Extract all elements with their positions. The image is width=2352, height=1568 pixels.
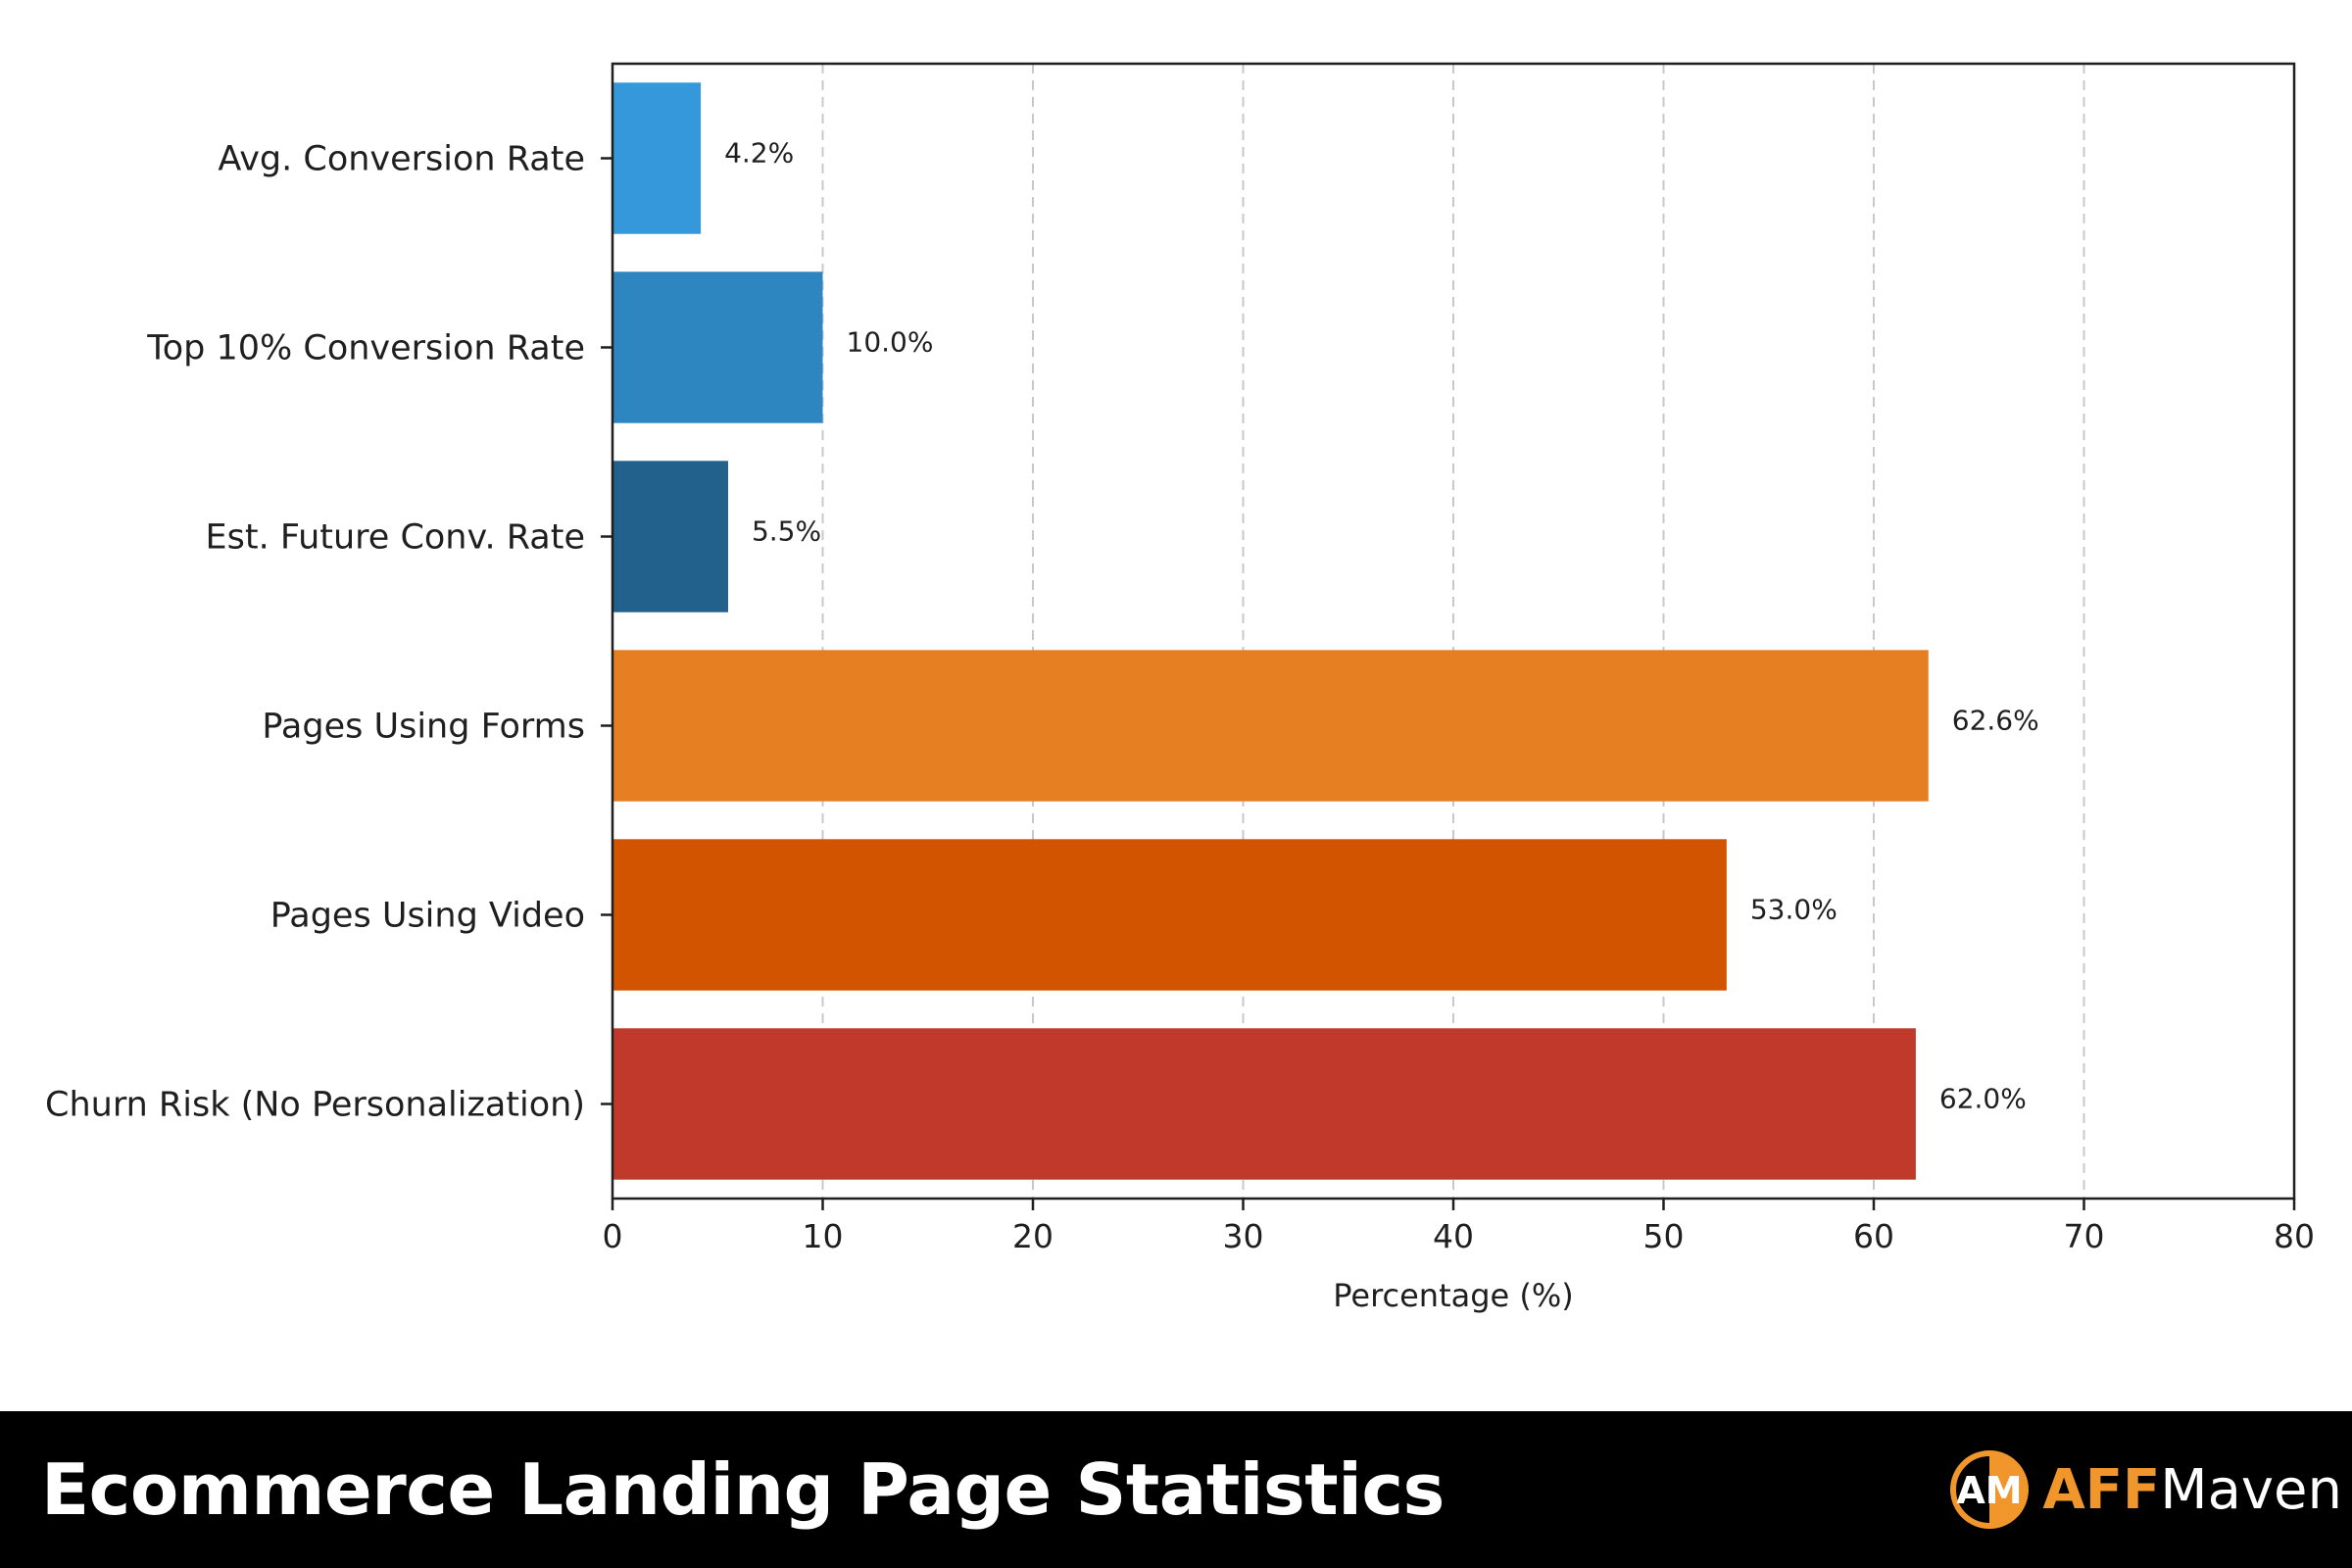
data-label: 5.5%	[752, 515, 821, 548]
bar	[612, 82, 702, 234]
brand-name-maven: Maven	[2160, 1457, 2342, 1522]
category-label: Avg. Conversion Rate	[218, 140, 585, 179]
category-label: Churn Risk (No Personalization)	[45, 1086, 585, 1125]
x-tick-label: 50	[1643, 1217, 1685, 1255]
brand-name-aff: AFF	[2042, 1457, 2161, 1522]
bar	[612, 271, 823, 423]
bar	[612, 461, 728, 612]
category-label: Pages Using Forms	[262, 708, 585, 747]
category-label: Est. Future Conv. Rate	[206, 518, 585, 558]
footer-title: Ecommerce Landing Page Statistics	[41, 1448, 1445, 1531]
data-label: 62.0%	[1939, 1083, 2027, 1115]
bar	[612, 839, 1727, 991]
bars	[612, 82, 1929, 1180]
affmaven-logo-icon: AM	[1950, 1450, 2030, 1529]
axis-ticks	[601, 157, 2296, 1210]
category-label: Top 10% Conversion Rate	[146, 329, 585, 368]
data-label: 4.2%	[724, 137, 794, 170]
data-label: 62.6%	[1952, 705, 2039, 737]
x-axis-title: Percentage (%)	[1333, 1277, 1574, 1314]
data-label: 53.0%	[1750, 894, 1838, 926]
bar	[612, 1028, 1916, 1180]
x-tick-label: 70	[2064, 1217, 2105, 1255]
gridlines	[821, 64, 2085, 1199]
brand-name: AFFMaven	[2042, 1458, 2342, 1522]
x-tick-label: 80	[2274, 1217, 2315, 1255]
x-tick-label: 30	[1223, 1217, 1264, 1255]
labels: 0 10 20 30 40 50 60 70 80 Avg. Conversion Rate 4.2…	[45, 137, 2315, 1256]
category-label: Pages Using Video	[270, 897, 585, 936]
x-tick-label: 10	[803, 1217, 844, 1255]
footer-banner: Ecommerce Landing Page Statistics AM AFF…	[0, 1411, 2352, 1568]
x-tick-label: 60	[1853, 1217, 1894, 1255]
x-tick-label: 20	[1012, 1217, 1054, 1255]
bar	[612, 650, 1929, 802]
x-tick-label: 0	[603, 1217, 623, 1255]
bar-chart: 0 10 20 30 40 50 60 70 80 Avg. Conversion Rate 4.2…	[45, 62, 2315, 1314]
data-label: 10.0%	[847, 326, 934, 359]
svg-text:AM: AM	[1957, 1469, 2023, 1512]
x-tick-label: 40	[1433, 1217, 1474, 1255]
brand: AM AFFMaven	[1948, 1411, 2342, 1568]
